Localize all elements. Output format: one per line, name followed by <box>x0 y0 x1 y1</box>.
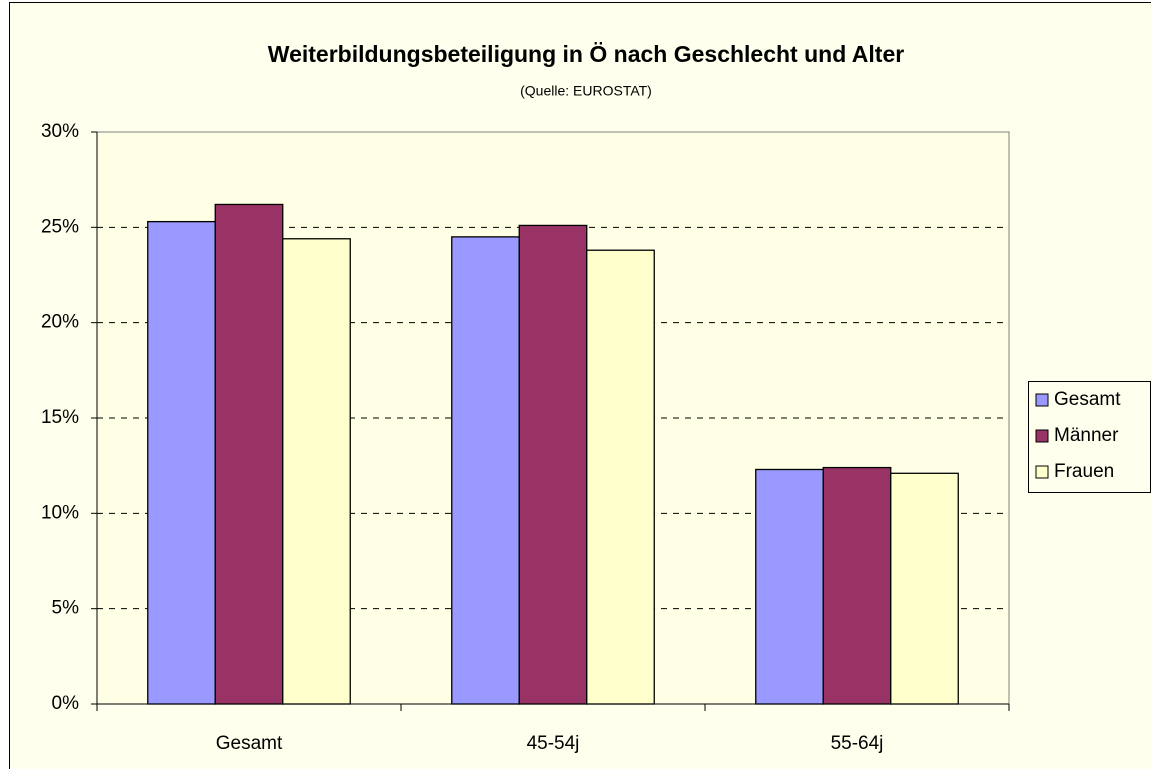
x-tick-label: Gesamt <box>216 733 283 754</box>
bar <box>822 466 892 705</box>
legend-label: Männer <box>1054 425 1119 446</box>
bar <box>890 472 959 705</box>
legend-swatch <box>1035 393 1049 407</box>
bar <box>214 203 284 705</box>
bar <box>518 224 588 705</box>
y-tick-label: 30% <box>41 121 79 142</box>
y-tick-label: 5% <box>52 598 80 619</box>
legend-swatch <box>1035 465 1049 479</box>
legend-box <box>1028 381 1151 493</box>
bar <box>586 249 655 705</box>
chart-subtitle: (Quelle: EUROSTAT) <box>520 83 652 99</box>
legend-label: Gesamt <box>1054 389 1121 410</box>
y-tick-label: 25% <box>41 216 79 237</box>
y-tick-label: 15% <box>41 407 79 428</box>
bar <box>451 236 520 705</box>
y-tick-label: 20% <box>41 312 79 333</box>
x-tick-label: 55-64j <box>831 733 884 754</box>
y-tick-label: 0% <box>52 693 80 714</box>
chart-title: Weiterbildungsbeteiligung in Ö nach Gesc… <box>268 41 904 67</box>
x-tick-label: 45-54j <box>527 733 580 754</box>
bar <box>147 220 216 705</box>
y-tick-label: 10% <box>41 502 79 523</box>
legend-swatch <box>1035 429 1049 443</box>
bar <box>282 238 351 705</box>
bar <box>755 468 824 705</box>
legend-label: Frauen <box>1054 461 1114 482</box>
